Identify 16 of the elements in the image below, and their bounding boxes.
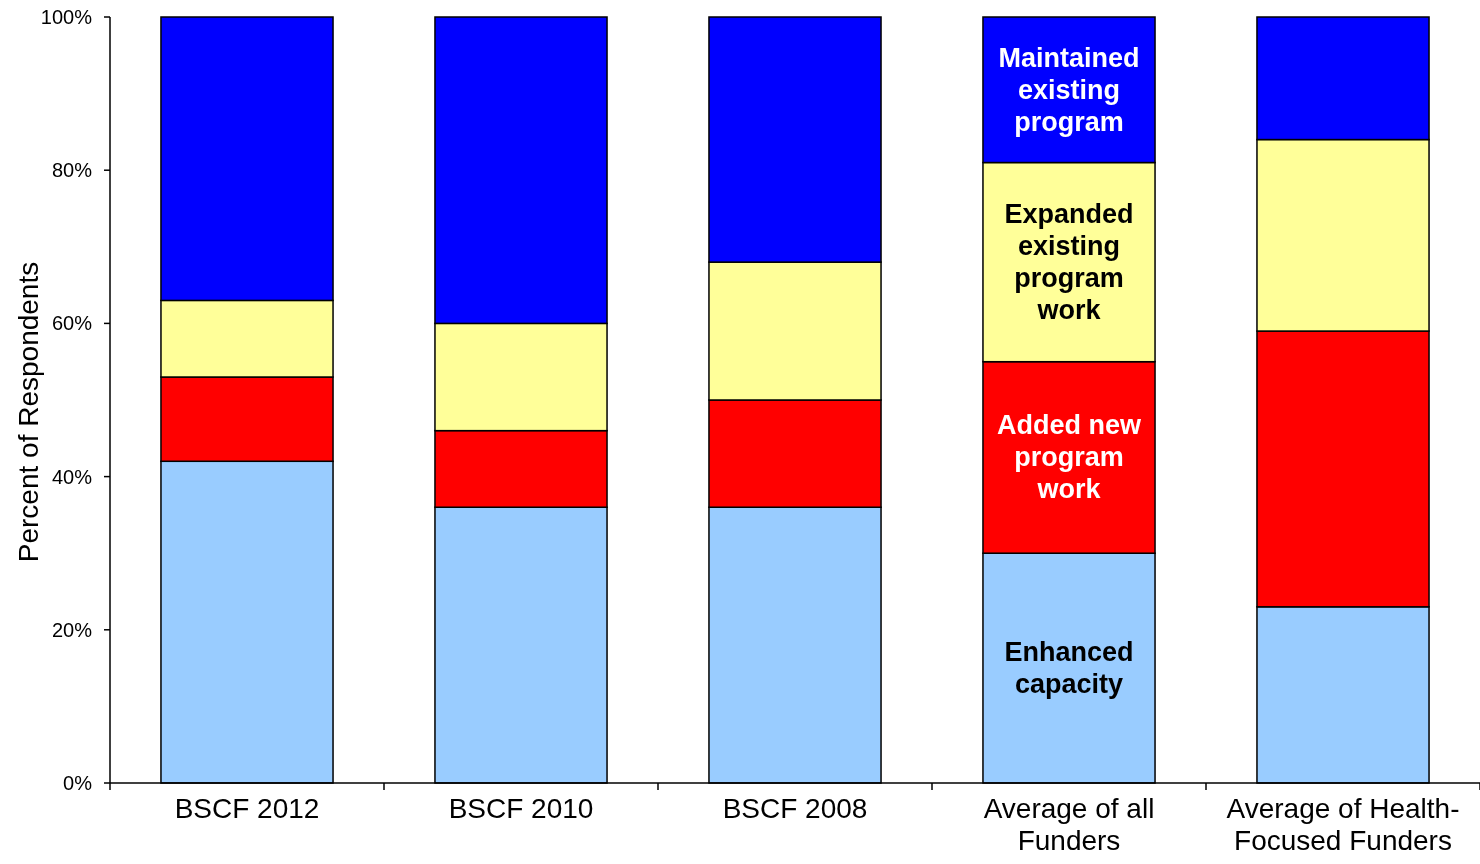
y-tick-label: 40% xyxy=(51,465,93,488)
x-tick-label: BSCF 2012 xyxy=(174,793,320,824)
series-label: Added new program work xyxy=(996,410,1142,505)
x-tick-label: BSCF 2010 xyxy=(448,793,594,824)
y-tick-label: 80% xyxy=(51,159,93,182)
y-tick-label: 20% xyxy=(51,618,93,641)
x-tick-label: BSCF 2008 xyxy=(722,793,868,824)
y-axis-title: Percent of Respondents xyxy=(13,261,44,563)
series-label: Expanded existing program work xyxy=(1004,199,1134,326)
x-tick-label: Average of all Funders xyxy=(983,793,1155,856)
x-tick-label: Average of Health-Focused Funders xyxy=(1226,793,1460,856)
y-tick-label: 60% xyxy=(51,312,93,335)
series-label: Maintained existing program xyxy=(998,42,1140,137)
y-tick-label: 100% xyxy=(40,6,93,28)
series-label: Enhanced capacity xyxy=(1004,637,1134,700)
y-tick-label: 0% xyxy=(63,772,93,794)
